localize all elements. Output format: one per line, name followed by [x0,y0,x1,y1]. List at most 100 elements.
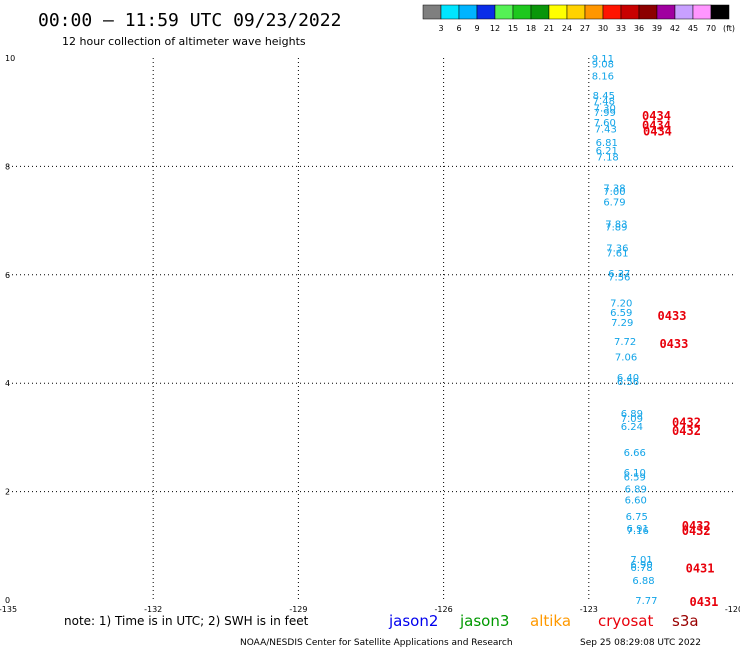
color-scale-label: 39 [652,24,662,33]
wave-height-point: 7.20 [610,298,632,309]
color-scale-cell [476,4,496,20]
pass-number-label: 0433 [658,309,687,323]
footer-note: note: 1) Time is in UTC; 2) SWH is in fe… [64,614,309,628]
wave-height-point: 6.88 [632,576,654,587]
wave-height-point: 7.83 [605,219,627,230]
footer-timestamp: Sep 25 08:29:08 UTC 2022 [580,638,701,648]
footer-credit: NOAA/NESDIS Center for Satellite Applica… [240,638,513,648]
x-tick-label: -129 [289,605,307,614]
y-tick-label: 0 [5,596,10,605]
satellite-legend-jason3: jason3 [459,612,509,630]
wave-height-point: 7.16 [627,526,649,537]
data-points: 9.119.088.16 8.457.487.307.997.607.43 6.81… [592,54,658,607]
color-scale-label: 30 [598,24,608,33]
wave-height-point: 6.37 [608,269,630,280]
wave-height-point: 8.16 [592,71,614,82]
color-scale-cell [422,4,442,20]
wave-height-point: 7.01 [630,555,652,566]
wave-height-point: 7.06 [615,353,637,364]
color-scale-cell [512,4,532,20]
color-scale-cell [494,4,514,20]
wave-height-point: 6.56 [617,377,639,388]
color-scale-cell [566,4,586,20]
color-scale-label: 3 [438,24,443,33]
color-scale-cell [692,4,712,20]
color-scale-cell [620,4,640,20]
wave-height-point: 7.56 [608,272,630,283]
color-scale-label: 70 [706,24,716,33]
x-tick-label: -123 [580,605,598,614]
wave-height-point: 7.43 [595,124,617,135]
pass-number-label: 0431 [686,561,715,575]
wave-height-point: 8.45 [593,91,615,102]
wave-height-point: 9.08 [592,59,614,70]
color-scale-label: (ft) [723,24,735,33]
color-scale-label: 6 [456,24,461,33]
wave-height-point: 7.48 [593,96,615,107]
wave-height-point: 6.79 [603,198,625,209]
color-scale-label: 12 [490,24,500,33]
y-tick-label: 6 [5,271,10,280]
wave-height-point: 7.60 [594,118,616,129]
color-scale-cell [674,4,694,20]
wave-height-point: 6.89 [625,484,647,495]
y-tick-label: 2 [5,488,10,497]
wave-height-point: 6.78 [630,563,652,574]
plot-grid [8,58,734,600]
x-tick-label: -126 [435,605,453,614]
color-scale-label: 15 [508,24,518,33]
wave-height-point: 6.21 [596,146,618,157]
color-scale-label: 9 [474,24,479,33]
color-scale-cell [602,4,622,20]
pass-number-label: 0434 [642,119,671,133]
wave-height-point: 6.81 [596,138,618,149]
pass-number-label: 0433 [659,337,688,351]
wave-height-point: 7.09 [621,414,643,425]
color-scale-cell [638,4,658,20]
color-scale-label: 42 [670,24,680,33]
color-scale-label: 27 [580,24,590,33]
color-scale-cell [584,4,604,20]
color-scale-cell [530,4,550,20]
color-scale-label: 33 [616,24,626,33]
wave-height-point: 7.72 [614,337,636,348]
wave-height-point: 6.66 [624,448,646,459]
color-scale-cell [656,4,676,20]
wave-height-point: 7.18 [597,153,619,164]
wave-height-point: 7.29 [611,318,633,329]
y-tick-label: 10 [5,54,15,63]
wave-height-point: 6.75 [626,512,648,523]
satellite-legend-s3a: s3a [672,612,699,630]
pass-number-label: 0434 [643,125,672,139]
wave-height-point: 7.89 [605,223,627,234]
color-scale-label: 18 [526,24,536,33]
color-scale-label: 24 [562,24,572,33]
x-tick-label: -135 [0,605,17,614]
wave-height-point: 6.89 [621,409,643,420]
wave-height-point: 6.59 [624,472,646,483]
pass-number-label: 0432 [672,416,701,430]
wave-height-point: 7.77 [635,596,657,607]
wave-height-point: 6.24 [621,422,643,433]
pass-number-label: 0432 [672,424,701,438]
wave-height-point: 7.61 [606,249,628,260]
y-tick-label: 4 [5,379,10,388]
color-scale-cell [710,4,730,20]
wave-height-point: 7.38 [603,184,625,195]
wave-height-point: 7.36 [606,244,628,255]
pass-number-label: 0431 [689,595,718,609]
pass-number-label: 0434 [642,109,671,123]
x-tick-label: -120 [725,605,740,614]
color-scale-label: 36 [634,24,644,33]
wave-height-point: 6.90 [630,560,652,571]
wave-height-point: 6.40 [617,373,639,384]
color-scale-label: 21 [544,24,554,33]
wave-height-point: 6.59 [610,308,632,319]
color-scale-cell [548,4,568,20]
satellite-legend-jason2: jason2 [388,612,438,630]
axis-tick-labels: -135 -132 -129 -126 -123 -120 0 2 4 6 8 10 [0,54,740,614]
wave-height-point: 6.10 [624,468,646,479]
satellite-legend-cryosat: cryosat [598,612,653,630]
chart-title: 00:00 – 11:59 UTC 09/23/2022 [38,10,341,31]
